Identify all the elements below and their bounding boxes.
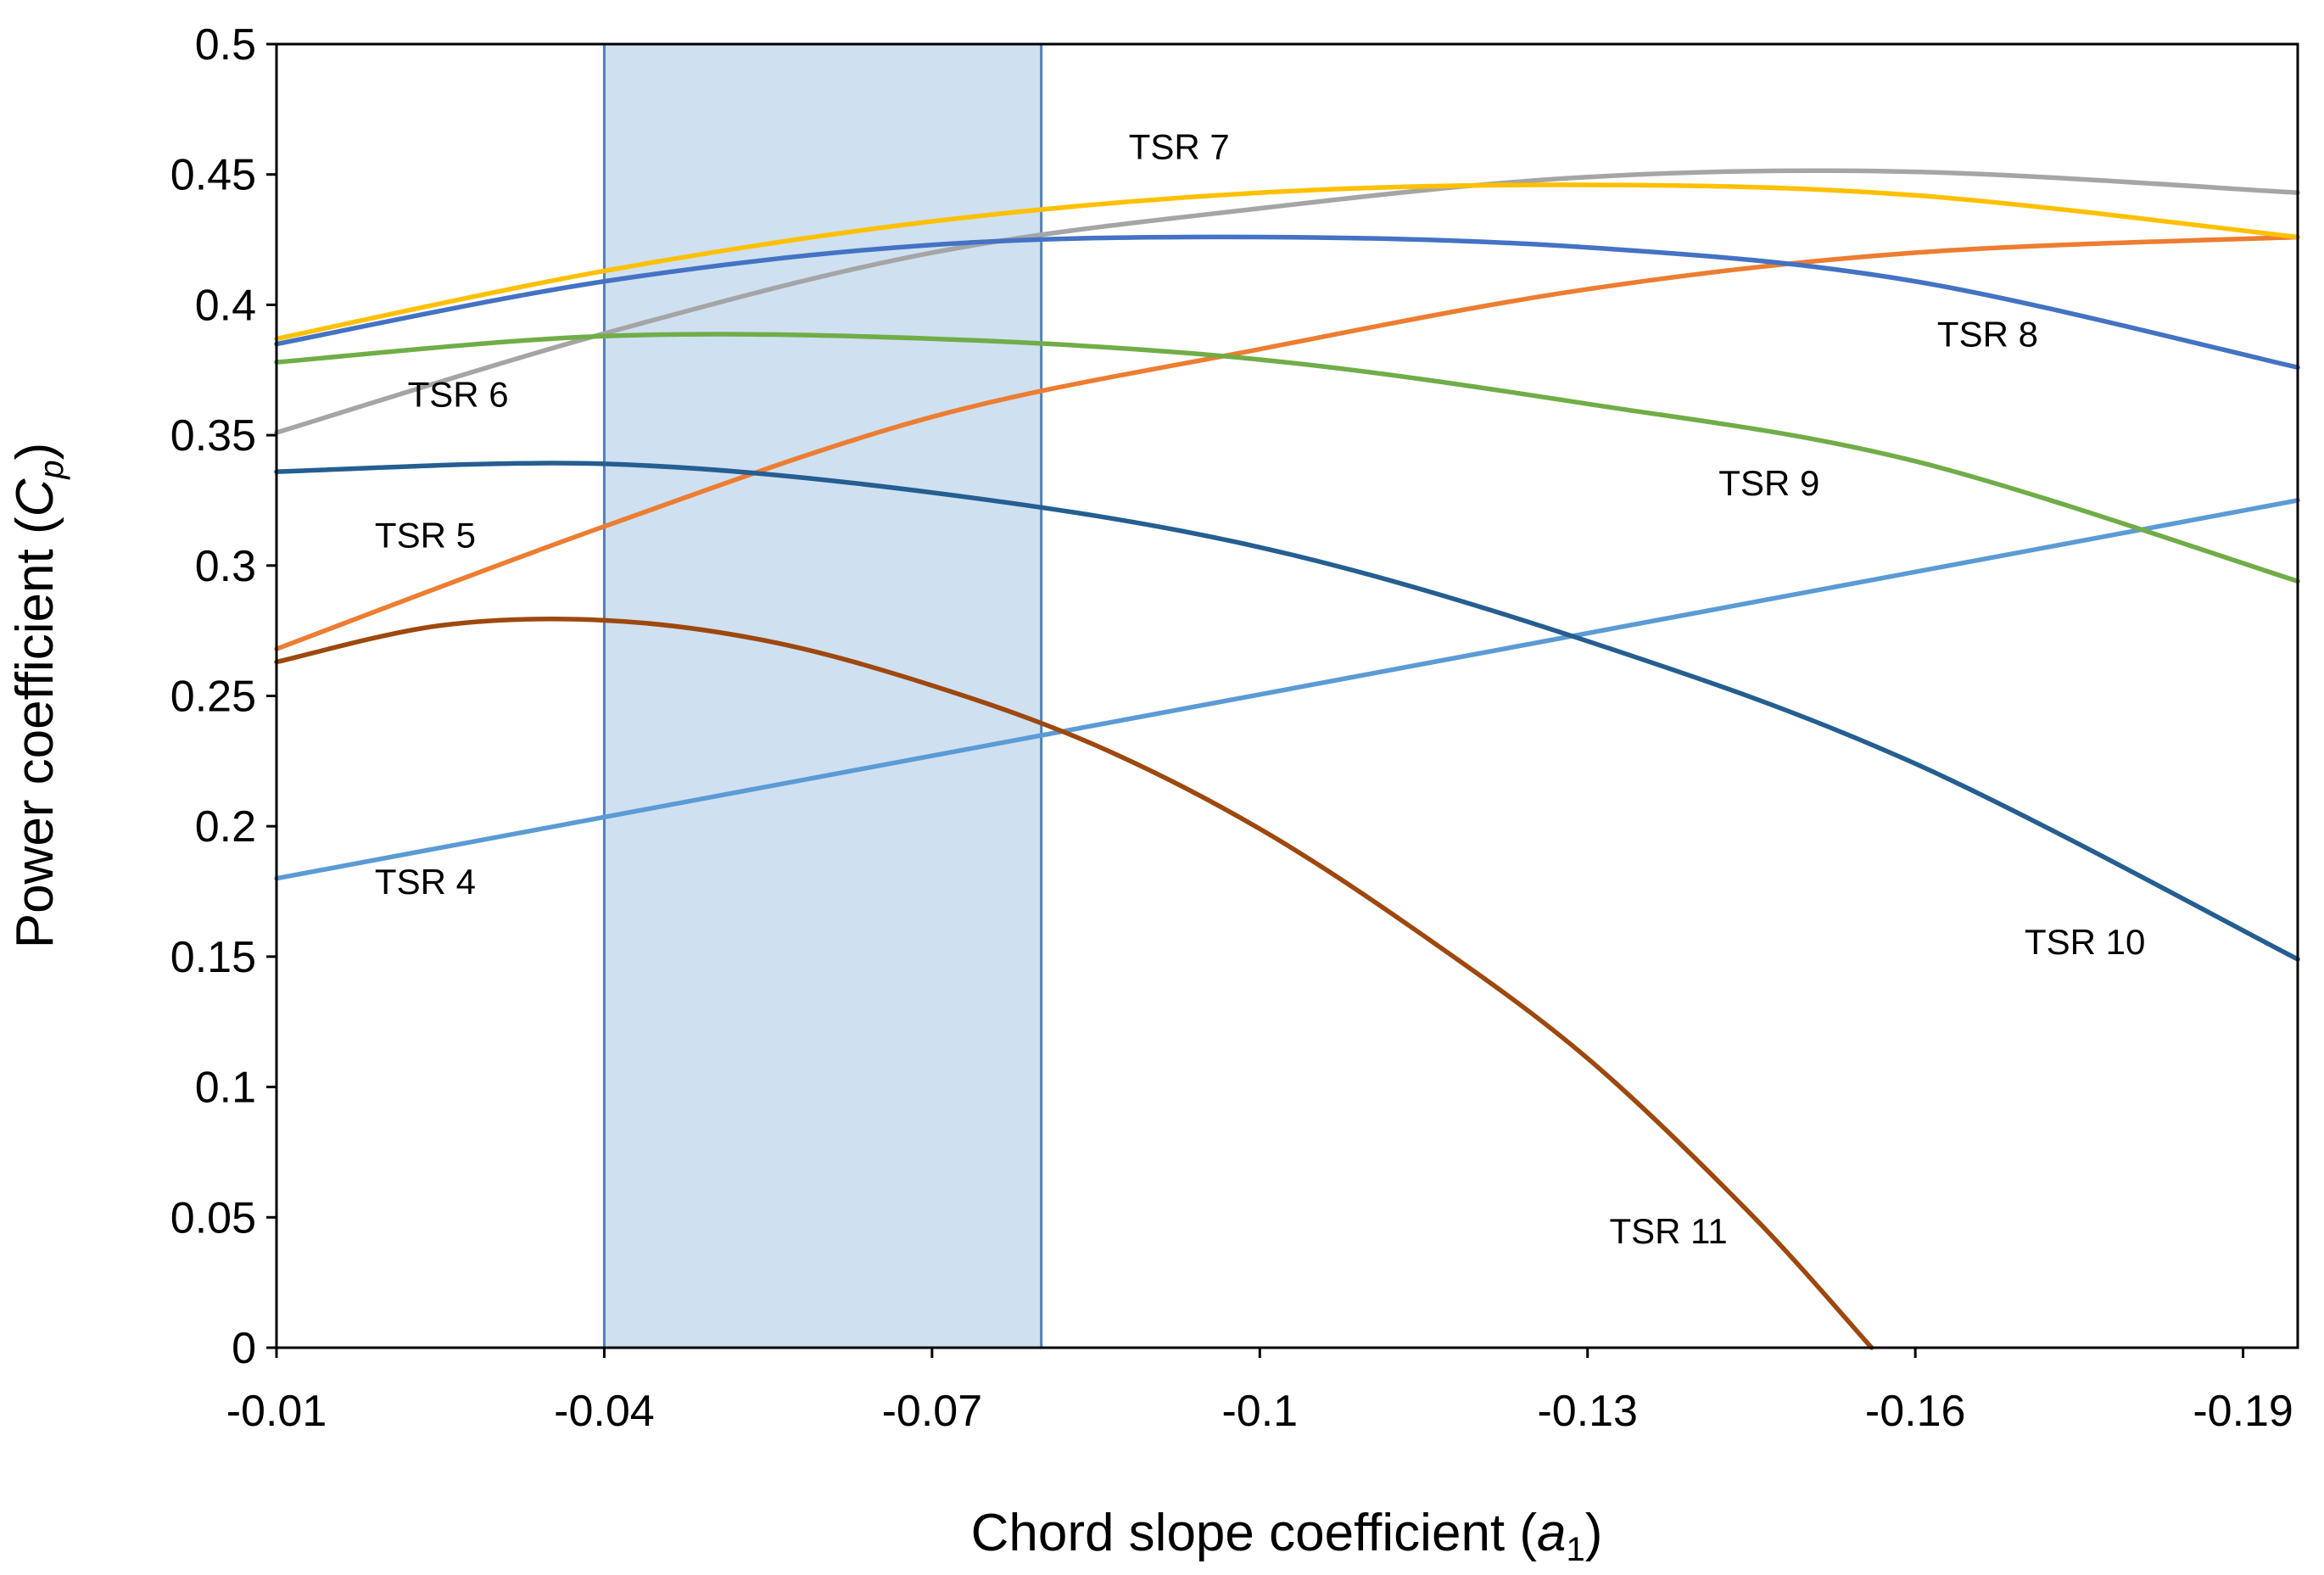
x-axis-title: Chord slope coefficient (a1) (971, 1504, 1603, 1568)
series-label-tsr-10: TSR 10 (2025, 922, 2145, 962)
series-labels: TSR 4 TSR 5 TSR 6 TSR 7 TSR 8 TSR 9 TSR 10 TSR … (375, 126, 2145, 1251)
highlighted-range (602, 42, 1043, 1349)
series-label-tsr-7: TSR 7 (1129, 126, 1230, 166)
y-tick-label: 0.3 (195, 542, 256, 591)
x-tick-label: -0.07 (882, 1387, 983, 1436)
x-tick-label: -0.01 (226, 1387, 327, 1436)
y-tick-label: 0.25 (170, 673, 256, 722)
series-layer (274, 168, 2300, 1350)
series-label-tsr-4: TSR 4 (375, 862, 476, 902)
series-line-tsr-11 (274, 617, 1874, 1350)
ticks-layer: 0 0.05 0.1 0.15 0.2 0.25 0.3 0.35 0.4 0.45 0.5 -0.0… (170, 20, 2293, 1436)
y-tick-label: 0.15 (170, 933, 256, 982)
y-tick-label: 0.05 (170, 1193, 256, 1243)
y-tick-label: 0.4 (195, 281, 256, 330)
y-tick-label: 0.1 (195, 1064, 256, 1113)
series-line-tsr-6 (274, 168, 2300, 435)
series-line-tsr-4 (274, 498, 2300, 881)
series-line-tsr-9 (274, 332, 2300, 584)
x-tick-label: -0.19 (2193, 1387, 2293, 1436)
y-axis-title: Power coefficient (Cp) (6, 443, 70, 949)
y-tick-label: 0.35 (170, 411, 256, 461)
series-label-tsr-8: TSR 8 (1937, 315, 2038, 355)
series-line-tsr-10 (274, 461, 2300, 962)
series-line-tsr-5 (274, 234, 2300, 651)
x-tick-label: -0.13 (1537, 1387, 1638, 1436)
y-tick-label: 0 (232, 1324, 256, 1373)
series-label-tsr-5: TSR 5 (375, 515, 476, 555)
y-tick-label: 0.5 (195, 20, 256, 70)
x-tick-label: -0.04 (554, 1387, 655, 1436)
series-label-tsr-6: TSR 6 (408, 374, 509, 414)
series-line-tsr-8 (274, 234, 2300, 370)
x-tick-label: -0.1 (1221, 1387, 1298, 1436)
x-tick-label: -0.16 (1865, 1387, 1966, 1436)
series-label-tsr-11: TSR 11 (1609, 1211, 1727, 1251)
series-line-tsr-7 (274, 182, 2300, 342)
series-label-tsr-9: TSR 9 (1718, 463, 1819, 503)
y-tick-label: 0.2 (195, 802, 256, 852)
y-tick-label: 0.45 (170, 151, 256, 200)
